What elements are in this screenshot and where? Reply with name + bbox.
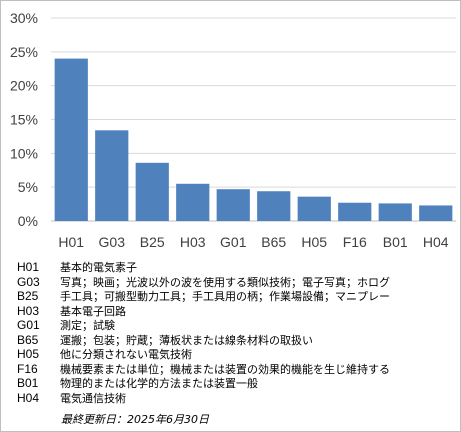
legend-description: 物理的または化学的方法または装置一般 — [60, 377, 258, 390]
legend-row: H01 基本的電気素子 — [17, 260, 459, 275]
legend-description: 他に分類されない電気技術 — [60, 348, 192, 361]
y-tick-label: 5% — [18, 179, 38, 195]
x-tick-label: H05 — [301, 234, 327, 250]
legend-code: G01 — [17, 318, 40, 332]
bar-b01 — [378, 203, 412, 221]
legend-code: H04 — [17, 390, 40, 405]
x-tick-label: B65 — [261, 234, 286, 250]
bar-f16 — [338, 202, 372, 221]
legend-row: G01 測定；試験 — [17, 318, 459, 333]
legend-code: H05 — [17, 347, 40, 361]
bar-h05 — [297, 196, 331, 221]
x-tick-label: B01 — [383, 234, 408, 250]
bar-b25 — [135, 162, 169, 221]
bar-h03 — [176, 183, 210, 221]
legend-description: 基本的電気素子 — [60, 261, 137, 274]
legend-code: B65 — [17, 332, 39, 347]
x-tick-label: B25 — [140, 234, 165, 250]
bar-h04 — [419, 205, 453, 221]
legend-code: B25 — [17, 289, 39, 303]
y-tick-label: 0% — [18, 213, 38, 229]
legend-description: 基本電子回路 — [60, 304, 126, 318]
legend-code: H03 — [17, 303, 40, 318]
legend-description: 電気通信技術 — [60, 391, 126, 405]
legend-description: 測定；試験 — [60, 319, 115, 332]
y-tick-label: 10% — [10, 145, 38, 161]
legend-description: 写真；映画；光波以外の波を使用する類似技術；電子写真；ホログ — [60, 275, 390, 289]
bar-chart: 0% 5% 10% 15% 20% 25% 30% H01 G03 B25 H03 G01 B65 H05… — [10, 10, 456, 250]
legend-row: B01 物理的または化学的方法または装置一般 — [17, 376, 459, 391]
bar-g03 — [95, 130, 129, 221]
y-tick-label: 15% — [10, 112, 38, 128]
y-tick-label: 30% — [10, 10, 38, 26]
bar-g01 — [216, 189, 250, 221]
y-tick-label: 25% — [10, 44, 38, 60]
x-tick-label: F16 — [343, 234, 367, 250]
code-legend: H01 基本的電気素子 G03 写真；映画；光波以外の波を使用する類似技術；電子写真；… — [17, 260, 459, 405]
bar-b65 — [257, 191, 291, 221]
bar-h01 — [54, 58, 88, 221]
legend-code: H01 — [17, 260, 40, 274]
legend-row: G03 写真；映画；光波以外の波を使用する類似技術；電子写真；ホログ — [17, 275, 459, 290]
x-tick-label: H04 — [423, 234, 449, 250]
legend-row: B25 手工具；可搬型動力工具；手工具用の柄；作業場設備；マニプレー — [17, 289, 459, 304]
y-tick-label: 20% — [10, 78, 38, 94]
x-tick-label: H01 — [58, 234, 84, 250]
legend-row: F16 機械要素または単位；機械または装置の効果的機能を生じ維持する — [17, 362, 459, 377]
legend-code: G03 — [17, 274, 40, 289]
x-tick-label: G01 — [220, 234, 247, 250]
x-tick-label: G03 — [99, 234, 126, 250]
x-tick-label: H03 — [180, 234, 206, 250]
legend-description: 運搬；包装；貯蔵；薄板状または線条材料の取扱い — [60, 333, 313, 347]
legend-description: 機械要素または単位；機械または装置の効果的機能を生じ維持する — [60, 362, 390, 376]
legend-row: H04 電気通信技術 — [17, 391, 459, 406]
legend-code: F16 — [17, 361, 38, 376]
legend-row: H05 他に分類されない電気技術 — [17, 347, 459, 362]
last-updated-note: 最終更新日：2025年6月30日 — [61, 413, 209, 426]
legend-description: 手工具；可搬型動力工具；手工具用の柄；作業場設備；マニプレー — [60, 290, 390, 303]
legend-row: H03 基本電子回路 — [17, 304, 459, 319]
legend-code: B01 — [17, 376, 39, 390]
legend-row: B65 運搬；包装；貯蔵；薄板状または線条材料の取扱い — [17, 333, 459, 348]
